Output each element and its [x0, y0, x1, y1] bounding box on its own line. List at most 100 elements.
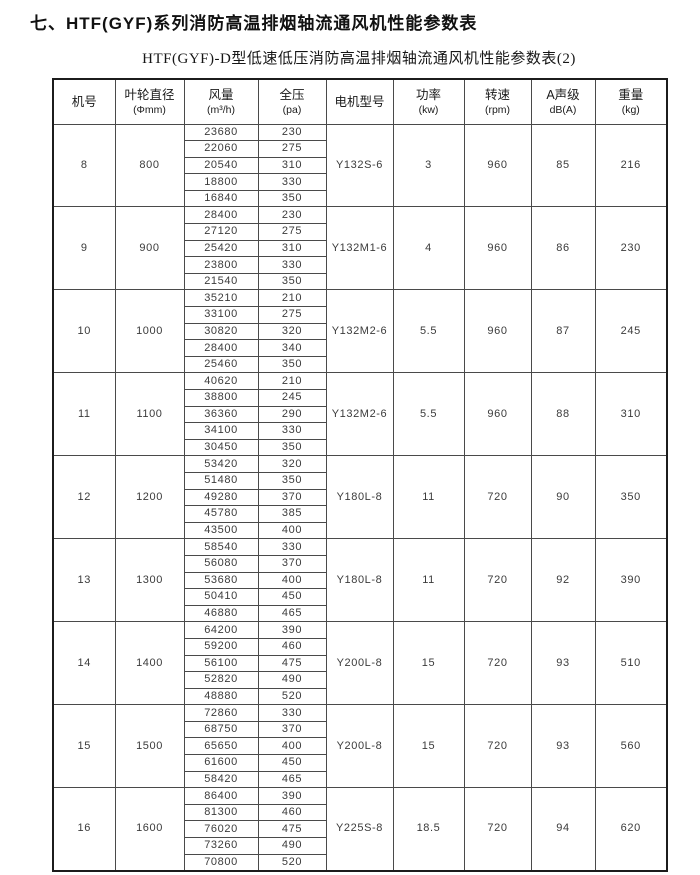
col-header-weight: 重量 (kg) — [594, 79, 668, 125]
total-pressure-cell: 340 — [257, 339, 327, 357]
total-pressure-cell: 245 — [257, 389, 327, 407]
table-row: 76020 475 — [53, 820, 667, 838]
noise-level-cell: 92 — [530, 538, 596, 622]
weight-cell: 560 — [594, 704, 668, 788]
total-pressure-cell: 370 — [257, 720, 327, 738]
total-pressure-cell: 370 — [257, 554, 327, 573]
total-pressure-cell: 390 — [257, 621, 327, 639]
total-pressure-cell: 400 — [257, 737, 327, 755]
table-row: 21540 350 — [53, 272, 667, 290]
table-body: 8 800 23680 230 Y132S-6 3 960 85 216 22060 275 2054… — [52, 123, 668, 871]
speed-cell: 720 — [463, 455, 532, 539]
col-header-unit: dB(A) — [549, 103, 577, 116]
air-volume-cell: 28400 — [183, 206, 259, 224]
air-volume-cell: 49280 — [183, 488, 259, 506]
table-row: 56080 370 — [53, 554, 667, 573]
total-pressure-cell: 460 — [257, 637, 327, 655]
table-row: 58420 465 — [53, 770, 667, 788]
air-volume-cell: 34100 — [183, 422, 259, 440]
total-pressure-cell: 275 — [257, 140, 327, 158]
table-row: 18800 330 — [53, 173, 667, 191]
total-pressure-cell: 390 — [257, 787, 327, 805]
power-cell: 5.5 — [392, 372, 465, 456]
table-row: 45780 385 — [53, 505, 667, 523]
total-pressure-cell: 475 — [257, 820, 327, 838]
total-pressure-cell: 400 — [257, 521, 327, 539]
air-volume-cell: 56100 — [183, 654, 259, 672]
motor-model-cell: Y132M2-6 — [325, 372, 394, 456]
air-volume-cell: 43500 — [183, 521, 259, 539]
col-header-motor-model: 电机型号 — [325, 79, 394, 125]
air-volume-cell: 81300 — [183, 803, 259, 821]
table-row: 81300 460 — [53, 803, 667, 821]
total-pressure-cell: 520 — [257, 853, 327, 871]
air-volume-cell: 35210 — [183, 289, 259, 307]
total-pressure-cell: 310 — [257, 239, 327, 257]
total-pressure-cell: 400 — [257, 571, 327, 589]
total-pressure-cell: 490 — [257, 837, 327, 855]
air-volume-cell: 76020 — [183, 820, 259, 838]
table-row: 65650 400 — [53, 737, 667, 755]
weight-cell: 216 — [594, 123, 668, 207]
air-volume-cell: 65650 — [183, 737, 259, 755]
total-pressure-cell: 520 — [257, 687, 327, 705]
total-pressure-cell: 330 — [257, 256, 327, 274]
air-volume-cell: 73260 — [183, 837, 259, 855]
air-volume-cell: 68750 — [183, 720, 259, 738]
col-header-air-volume: 风量 (m³/h) — [183, 79, 259, 125]
table-row: 16840 350 — [53, 189, 667, 207]
table-row: 61600 450 — [53, 754, 667, 772]
noise-level-cell: 88 — [530, 372, 596, 456]
speed-cell: 960 — [463, 289, 532, 373]
table-row: 25460 350 — [53, 355, 667, 373]
performance-table: 机号 叶轮直径 (Φmm) 风量 (m³/h) 全压 (pa) 电机型号 功率 — [52, 78, 668, 872]
impeller-diameter-cell: 1400 — [114, 621, 185, 705]
air-volume-cell: 46880 — [183, 604, 259, 622]
air-volume-cell: 50410 — [183, 588, 259, 606]
col-header-label: 功率 — [415, 88, 441, 103]
total-pressure-cell: 465 — [257, 604, 327, 622]
power-cell: 18.5 — [392, 787, 465, 871]
col-header-label: 重量 — [618, 88, 644, 103]
table-row: 70800 520 — [53, 853, 667, 871]
impeller-diameter-cell: 1500 — [114, 704, 185, 788]
air-volume-cell: 86400 — [183, 787, 259, 805]
speed-cell: 960 — [463, 372, 532, 456]
total-pressure-cell: 350 — [257, 189, 327, 207]
table-row: 33100 275 — [53, 306, 667, 324]
col-header-label: 全压 — [279, 88, 305, 103]
air-volume-cell: 61600 — [183, 754, 259, 772]
air-volume-cell: 36360 — [183, 405, 259, 423]
total-pressure-cell: 475 — [257, 654, 327, 672]
col-header-unit: (Φmm) — [133, 103, 166, 116]
power-cell: 11 — [392, 455, 465, 539]
machine-no-cell: 9 — [52, 206, 116, 290]
table-row: 28400 340 — [53, 339, 667, 357]
col-header-unit: (pa) — [282, 103, 302, 116]
total-pressure-cell: 370 — [257, 488, 327, 506]
air-volume-cell: 23800 — [183, 256, 259, 274]
impeller-diameter-cell: 1200 — [114, 455, 185, 539]
motor-model-cell: Y200L-8 — [325, 621, 394, 705]
motor-model-cell: Y132S-6 — [325, 123, 394, 207]
impeller-diameter-cell: 900 — [114, 206, 185, 290]
table-row: 11 1100 40620 210 Y132M2-6 5.5 960 88 310 — [52, 372, 668, 456]
motor-model-cell: Y180L-8 — [325, 455, 394, 539]
air-volume-cell: 38800 — [183, 389, 259, 407]
speed-cell: 720 — [463, 538, 532, 622]
air-volume-cell: 21540 — [183, 272, 259, 290]
total-pressure-cell: 350 — [257, 471, 327, 490]
table-row: 9 900 28400 230 Y132M1-6 4 960 86 230 — [52, 206, 668, 290]
table-row: 27120 275 — [53, 223, 667, 241]
total-pressure-cell: 310 — [257, 156, 327, 174]
machine-no-cell: 13 — [52, 538, 116, 622]
table-row: 23800 330 — [53, 256, 667, 274]
col-header-label: A声级 — [546, 88, 580, 103]
table-row: 36360 290 — [53, 405, 667, 423]
machine-no-cell: 16 — [52, 787, 116, 871]
total-pressure-cell: 450 — [257, 754, 327, 772]
col-header-speed: 转速 (rpm) — [463, 79, 532, 125]
weight-cell: 620 — [594, 787, 668, 871]
total-pressure-cell: 210 — [257, 372, 327, 390]
